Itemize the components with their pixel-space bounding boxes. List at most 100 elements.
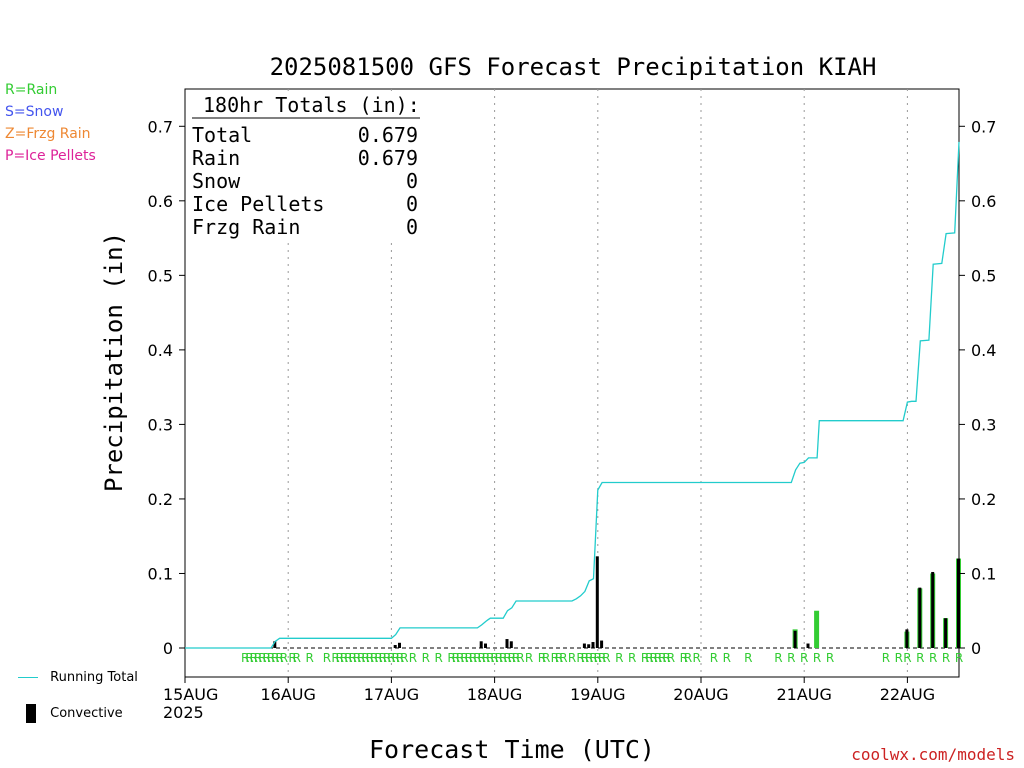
- rain-type-marker: R: [340, 651, 348, 665]
- y-tick-label-right: 0.6: [971, 192, 996, 211]
- chart-title: 2025081500 GFS Forecast Precipitation KI…: [270, 53, 877, 81]
- rain-type-marker: R: [525, 651, 533, 665]
- y-tick-label-left: 0.4: [148, 341, 173, 360]
- totals-row-value: 0: [406, 169, 418, 193]
- totals-row-label: Total: [192, 123, 252, 147]
- rain-type-marker: R: [916, 651, 924, 665]
- rain-type-marker: R: [813, 651, 821, 665]
- rain-type-marker: R: [379, 651, 387, 665]
- rain-type-marker: R: [744, 651, 752, 665]
- legend-item-s: S=Snow: [5, 104, 64, 120]
- rain-type-marker: R: [323, 651, 331, 665]
- rain-type-marker: R: [542, 651, 550, 665]
- running-total-swatch: [18, 677, 38, 678]
- rain-type-marker: R: [538, 651, 546, 665]
- y-tick-label-right: 0.4: [971, 341, 996, 360]
- rain-type-marker: R: [245, 651, 253, 665]
- plot-frame: [184, 88, 960, 678]
- rain-type-marker: R: [254, 651, 262, 665]
- rain-type-marker: R: [589, 651, 597, 665]
- rain-type-marker: R: [826, 651, 834, 665]
- rain-type-marker: R: [658, 651, 666, 665]
- rain-type-marker: R: [469, 651, 477, 665]
- rain-type-marker: R: [250, 651, 258, 665]
- y-tick-label-right: 0.7: [971, 117, 996, 136]
- convective-bar: [398, 642, 401, 648]
- rain-type-marker: R: [366, 651, 374, 665]
- rain-type-marker: R: [392, 651, 400, 665]
- y-tick-label-right: 0.3: [971, 415, 996, 434]
- y-tick-label-left: 0.7: [148, 117, 173, 136]
- rain-type-marker: R: [710, 651, 718, 665]
- convective-bar: [582, 643, 586, 648]
- rain-type-marker: R: [271, 651, 279, 665]
- rain-type-marker: R: [641, 651, 649, 665]
- rain-type-marker: R: [723, 651, 731, 665]
- convective-bar: [509, 641, 513, 648]
- rain-type-marker: R: [336, 651, 344, 665]
- legend-item-p: P=Ice Pellets: [5, 148, 96, 164]
- rain-type-marker: R: [293, 651, 301, 665]
- legend-item-r: R=Rain: [5, 82, 58, 98]
- y-tick-label-right: 0.5: [971, 266, 996, 285]
- x-tick-label: 15AUG: [163, 685, 218, 704]
- convective-bar: [484, 643, 487, 648]
- rain-type-marker: R: [602, 651, 610, 665]
- convective-bar: [595, 556, 599, 648]
- convective-bar: [587, 644, 591, 648]
- rain-type-marker: R: [585, 651, 593, 665]
- rain-type-marker: R: [241, 651, 249, 665]
- y-tick-label-left: 0.1: [148, 564, 173, 583]
- rain-type-marker: R: [568, 651, 576, 665]
- convective-label: Convective: [50, 706, 123, 721]
- convective-bar: [393, 645, 397, 648]
- x-tick-label: 16AUG: [260, 685, 315, 704]
- y-tick-label-left: 0.3: [148, 415, 173, 434]
- rain-type-marker: R: [275, 651, 283, 665]
- rain-type-marker: R: [512, 651, 520, 665]
- rain-type-marker: R: [929, 651, 937, 665]
- running-total-legend: Running Total: [18, 670, 138, 685]
- x-tick-label: 21AUG: [776, 685, 831, 704]
- rain-type-marker: R: [645, 651, 653, 665]
- rain-type-marker: R: [581, 651, 589, 665]
- convective-bar: [591, 642, 595, 648]
- totals-row-value: 0.679: [358, 146, 418, 170]
- totals-row-value: 0: [406, 192, 418, 216]
- totals-row-value: 0.679: [358, 123, 418, 147]
- convective-bar: [600, 640, 604, 648]
- convective-bar: [806, 643, 810, 648]
- convective-bar: [957, 558, 960, 648]
- rain-type-marker: R: [555, 651, 563, 665]
- rain-type-marker: R: [499, 651, 507, 665]
- rain-type-marker: R: [263, 651, 271, 665]
- y-tick-label-right: 0.2: [971, 490, 996, 509]
- convective-swatch: [26, 704, 36, 723]
- convective-bar: [931, 571, 935, 648]
- y-axis-ticks: 0 00.1 0.10.2 0.20.3 0.30.4 0.40.5 0.50.6 0.60.…: [148, 117, 997, 658]
- rain-type-marker: R: [482, 651, 490, 665]
- start-year-label: 2025: [163, 703, 204, 722]
- convective-bar: [944, 618, 948, 648]
- rain-type-marker: R: [684, 651, 692, 665]
- rain-type-marker: R: [628, 651, 636, 665]
- rain-type-marker: R: [409, 651, 417, 665]
- convective-bar: [479, 641, 483, 648]
- rain-type-marker: R: [267, 651, 275, 665]
- y-tick-label-right: 0.1: [971, 564, 996, 583]
- rain-type-marker: R: [955, 651, 963, 665]
- x-tick-label: 19AUG: [570, 685, 625, 704]
- rain-type-marker: R: [349, 651, 357, 665]
- rain-type-marker: R: [288, 651, 296, 665]
- rain-type-marker: R: [576, 651, 584, 665]
- rain-type-marker: R: [396, 651, 404, 665]
- rain-type-marker: R: [503, 651, 511, 665]
- rain-type-marker: R: [662, 651, 670, 665]
- rain-type-marker: R: [615, 651, 623, 665]
- rain-type-marker: R: [344, 651, 352, 665]
- convective-legend: Convective: [18, 704, 123, 723]
- rain-type-marker: R: [693, 651, 701, 665]
- rain-type-marker: R: [667, 651, 675, 665]
- rain-type-marker: R: [387, 651, 395, 665]
